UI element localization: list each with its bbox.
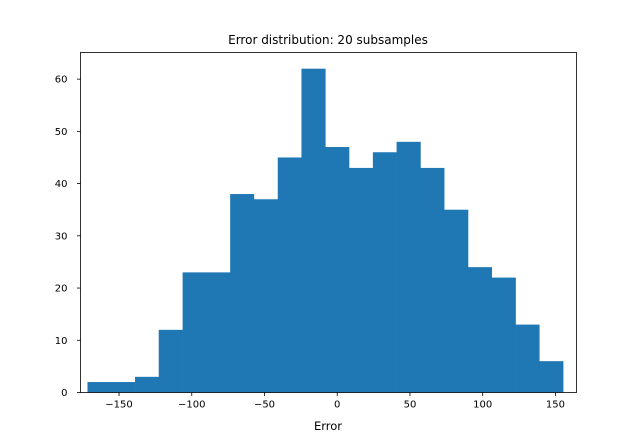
histogram-bar (420, 167, 445, 393)
x-axis-title: Error (314, 419, 342, 433)
x-axis-ticks: −150 −100 −50 0 50 100 150 (105, 392, 565, 411)
histogram-bar (349, 167, 374, 393)
y-axis-ticks: 0 10 20 30 40 50 60 (55, 75, 81, 399)
histogram-bar (467, 267, 492, 393)
histogram-bar (158, 329, 183, 393)
histogram-bar (111, 382, 136, 393)
y-tick-label: 60 (55, 75, 68, 86)
x-tick-label: −50 (254, 400, 275, 411)
histogram-bar (230, 194, 255, 393)
y-tick-label: 10 (55, 336, 68, 347)
histogram-bar (182, 272, 207, 393)
histogram-bar (372, 152, 397, 393)
histogram-bar (444, 209, 469, 393)
x-tick-label: 150 (546, 400, 565, 411)
chart-title: Error distribution: 20 subsamples (228, 33, 428, 47)
y-tick-label: 0 (61, 388, 67, 399)
y-tick-label: 50 (55, 127, 68, 138)
histogram-bar (325, 147, 350, 393)
histogram-bar (301, 68, 326, 393)
histogram-bar (277, 157, 302, 393)
histogram-bar (135, 376, 160, 393)
histogram-bar (396, 141, 421, 393)
histogram-bar (491, 277, 516, 393)
y-tick-label: 30 (55, 231, 68, 242)
histogram-bar (87, 382, 112, 393)
x-tick-label: 50 (404, 400, 417, 411)
plot-frame (80, 52, 577, 393)
x-tick-label: −100 (178, 400, 205, 411)
histogram-bar (253, 199, 279, 393)
x-tick-label: 0 (334, 400, 340, 411)
bars-layer (87, 68, 564, 393)
y-tick-label: 20 (55, 284, 68, 295)
y-tick-label: 40 (55, 179, 68, 190)
histogram-bar (206, 272, 231, 393)
histogram-bar (539, 361, 564, 393)
x-tick-label: 100 (473, 400, 492, 411)
x-tick-label: −150 (105, 400, 132, 411)
histogram-bar (515, 324, 540, 393)
